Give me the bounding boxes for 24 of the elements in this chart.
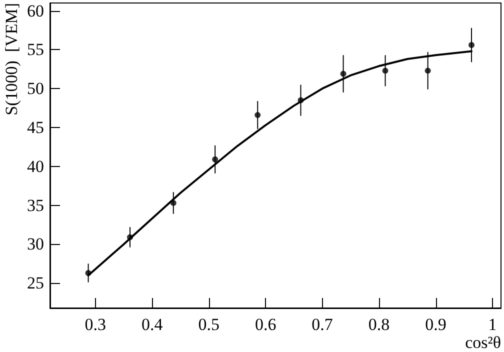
x-tick-label: 1 [488, 315, 497, 334]
y-tick-label: 40 [27, 156, 44, 176]
x-tick-label: 0.4 [141, 315, 164, 334]
y-tick-label: 30 [27, 234, 44, 254]
y-tick-label: 35 [27, 196, 44, 215]
x-tick-label: 0.8 [368, 315, 390, 334]
point [382, 68, 388, 74]
point [340, 70, 346, 77]
x-tick-label: 0.5 [198, 315, 220, 334]
y-axis-title: S(1000) [VEM] [2, 3, 21, 116]
x-tick-label: 0.7 [312, 315, 334, 334]
x-tick-label: 0.9 [425, 315, 446, 334]
y-tick-label: 50 [27, 79, 44, 98]
point [468, 42, 474, 48]
point [212, 156, 218, 162]
point [254, 112, 261, 118]
x-tick-label: 0.3 [84, 315, 106, 334]
x-axis-title: cos²θ [465, 333, 501, 352]
y-tick-label: 45 [27, 118, 44, 137]
y-tick-label: 25 [27, 274, 44, 293]
y-tick-label: 60 [27, 1, 44, 20]
x-tick-label: 0.6 [254, 315, 276, 334]
point [424, 68, 431, 74]
y-tick-label: 55 [27, 40, 44, 60]
